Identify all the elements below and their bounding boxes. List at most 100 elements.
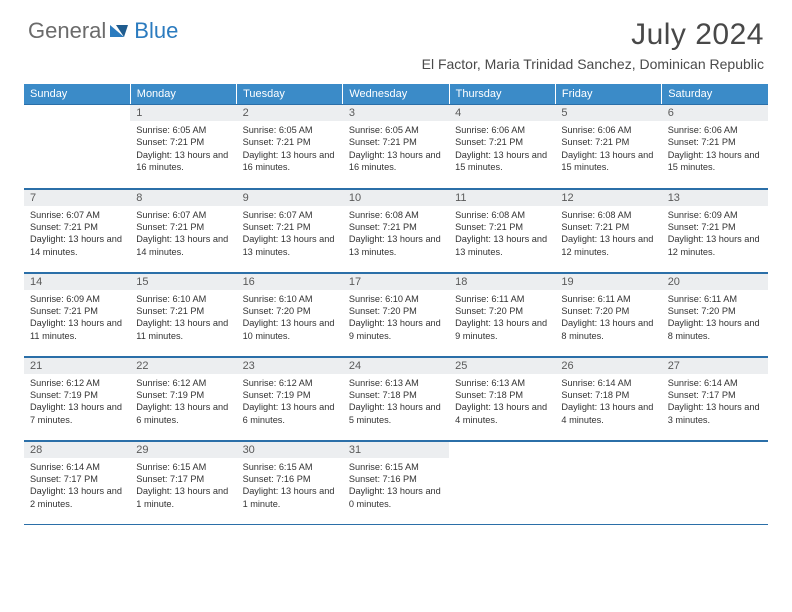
day-number: 12 xyxy=(555,189,661,206)
calendar-cell: 21Sunrise: 6:12 AMSunset: 7:19 PMDayligh… xyxy=(24,356,130,440)
sunset-text: Sunset: 7:21 PM xyxy=(30,305,124,317)
day-header: Monday xyxy=(130,84,236,104)
calendar-cell: 5Sunrise: 6:06 AMSunset: 7:21 PMDaylight… xyxy=(555,104,661,188)
sunrise-text: Sunrise: 6:05 AM xyxy=(243,124,337,136)
sunrise-text: Sunrise: 6:08 AM xyxy=(455,209,549,221)
empty-cell xyxy=(555,441,661,524)
day-content: Sunrise: 6:12 AMSunset: 7:19 PMDaylight:… xyxy=(130,374,236,431)
calendar-cell: 11Sunrise: 6:08 AMSunset: 7:21 PMDayligh… xyxy=(449,188,555,272)
sunrise-text: Sunrise: 6:15 AM xyxy=(349,461,443,473)
calendar-cell: 28Sunrise: 6:14 AMSunset: 7:17 PMDayligh… xyxy=(24,440,130,524)
day-content: Sunrise: 6:09 AMSunset: 7:21 PMDaylight:… xyxy=(662,206,768,263)
day-number: 20 xyxy=(662,273,768,290)
calendar-cell: 20Sunrise: 6:11 AMSunset: 7:20 PMDayligh… xyxy=(662,272,768,356)
day-content: Sunrise: 6:15 AMSunset: 7:16 PMDaylight:… xyxy=(343,458,449,515)
sunrise-text: Sunrise: 6:14 AM xyxy=(30,461,124,473)
calendar-cell: 27Sunrise: 6:14 AMSunset: 7:17 PMDayligh… xyxy=(662,356,768,440)
sunset-text: Sunset: 7:21 PM xyxy=(561,221,655,233)
calendar-week-row: 7Sunrise: 6:07 AMSunset: 7:21 PMDaylight… xyxy=(24,188,768,272)
calendar-week-row: 14Sunrise: 6:09 AMSunset: 7:21 PMDayligh… xyxy=(24,272,768,356)
empty-cell xyxy=(662,441,768,524)
sunrise-text: Sunrise: 6:12 AM xyxy=(30,377,124,389)
daylight-text: Daylight: 13 hours and 13 minutes. xyxy=(455,233,549,258)
calendar-cell: 30Sunrise: 6:15 AMSunset: 7:16 PMDayligh… xyxy=(237,440,343,524)
sunset-text: Sunset: 7:20 PM xyxy=(243,305,337,317)
day-content: Sunrise: 6:12 AMSunset: 7:19 PMDaylight:… xyxy=(24,374,130,431)
calendar-cell: 24Sunrise: 6:13 AMSunset: 7:18 PMDayligh… xyxy=(343,356,449,440)
day-header: Tuesday xyxy=(237,84,343,104)
sunset-text: Sunset: 7:21 PM xyxy=(455,136,549,148)
daylight-text: Daylight: 13 hours and 16 minutes. xyxy=(243,149,337,174)
page-title: July 2024 xyxy=(422,18,764,52)
day-number: 19 xyxy=(555,273,661,290)
sunrise-text: Sunrise: 6:13 AM xyxy=(349,377,443,389)
day-header: Sunday xyxy=(24,84,130,104)
day-content: Sunrise: 6:07 AMSunset: 7:21 PMDaylight:… xyxy=(24,206,130,263)
calendar-week-row: 28Sunrise: 6:14 AMSunset: 7:17 PMDayligh… xyxy=(24,440,768,524)
sunset-text: Sunset: 7:18 PM xyxy=(561,389,655,401)
calendar-header-row: SundayMondayTuesdayWednesdayThursdayFrid… xyxy=(24,84,768,104)
day-number: 3 xyxy=(343,104,449,121)
day-content: Sunrise: 6:05 AMSunset: 7:21 PMDaylight:… xyxy=(237,121,343,178)
day-content: Sunrise: 6:15 AMSunset: 7:16 PMDaylight:… xyxy=(237,458,343,515)
day-content: Sunrise: 6:10 AMSunset: 7:20 PMDaylight:… xyxy=(237,290,343,347)
calendar-cell: 22Sunrise: 6:12 AMSunset: 7:19 PMDayligh… xyxy=(130,356,236,440)
daylight-text: Daylight: 13 hours and 14 minutes. xyxy=(30,233,124,258)
day-header: Saturday xyxy=(662,84,768,104)
sunset-text: Sunset: 7:21 PM xyxy=(349,136,443,148)
day-header: Thursday xyxy=(449,84,555,104)
day-content: Sunrise: 6:08 AMSunset: 7:21 PMDaylight:… xyxy=(555,206,661,263)
day-number: 26 xyxy=(555,357,661,374)
daylight-text: Daylight: 13 hours and 11 minutes. xyxy=(30,317,124,342)
title-block: July 2024 El Factor, Maria Trinidad Sanc… xyxy=(422,18,764,72)
day-number: 17 xyxy=(343,273,449,290)
day-content: Sunrise: 6:11 AMSunset: 7:20 PMDaylight:… xyxy=(449,290,555,347)
day-content: Sunrise: 6:05 AMSunset: 7:21 PMDaylight:… xyxy=(130,121,236,178)
daylight-text: Daylight: 13 hours and 8 minutes. xyxy=(561,317,655,342)
daylight-text: Daylight: 13 hours and 15 minutes. xyxy=(668,149,762,174)
day-content: Sunrise: 6:14 AMSunset: 7:17 PMDaylight:… xyxy=(24,458,130,515)
day-content: Sunrise: 6:08 AMSunset: 7:21 PMDaylight:… xyxy=(343,206,449,263)
sunrise-text: Sunrise: 6:05 AM xyxy=(136,124,230,136)
calendar-cell: 12Sunrise: 6:08 AMSunset: 7:21 PMDayligh… xyxy=(555,188,661,272)
sunrise-text: Sunrise: 6:06 AM xyxy=(561,124,655,136)
calendar-cell: 26Sunrise: 6:14 AMSunset: 7:18 PMDayligh… xyxy=(555,356,661,440)
day-content: Sunrise: 6:14 AMSunset: 7:17 PMDaylight:… xyxy=(662,374,768,431)
sunrise-text: Sunrise: 6:14 AM xyxy=(561,377,655,389)
day-number: 7 xyxy=(24,189,130,206)
sunrise-text: Sunrise: 6:12 AM xyxy=(243,377,337,389)
sunset-text: Sunset: 7:16 PM xyxy=(243,473,337,485)
logo-text-blue: Blue xyxy=(134,18,178,44)
location-subtitle: El Factor, Maria Trinidad Sanchez, Domin… xyxy=(422,56,764,72)
empty-cell xyxy=(449,441,555,524)
calendar-cell: 31Sunrise: 6:15 AMSunset: 7:16 PMDayligh… xyxy=(343,440,449,524)
sunrise-text: Sunrise: 6:10 AM xyxy=(136,293,230,305)
day-number: 18 xyxy=(449,273,555,290)
daylight-text: Daylight: 13 hours and 6 minutes. xyxy=(243,401,337,426)
sunset-text: Sunset: 7:20 PM xyxy=(455,305,549,317)
sunrise-text: Sunrise: 6:10 AM xyxy=(243,293,337,305)
day-number: 24 xyxy=(343,357,449,374)
sunset-text: Sunset: 7:17 PM xyxy=(30,473,124,485)
sunset-text: Sunset: 7:21 PM xyxy=(243,221,337,233)
daylight-text: Daylight: 13 hours and 9 minutes. xyxy=(455,317,549,342)
sunset-text: Sunset: 7:17 PM xyxy=(668,389,762,401)
logo-text-general: General xyxy=(28,18,106,44)
calendar-cell: 23Sunrise: 6:12 AMSunset: 7:19 PMDayligh… xyxy=(237,356,343,440)
calendar-table: SundayMondayTuesdayWednesdayThursdayFrid… xyxy=(24,84,768,525)
sunset-text: Sunset: 7:19 PM xyxy=(243,389,337,401)
sunset-text: Sunset: 7:19 PM xyxy=(136,389,230,401)
daylight-text: Daylight: 13 hours and 14 minutes. xyxy=(136,233,230,258)
daylight-text: Daylight: 13 hours and 10 minutes. xyxy=(243,317,337,342)
calendar-week-row: 1Sunrise: 6:05 AMSunset: 7:21 PMDaylight… xyxy=(24,104,768,188)
day-content: Sunrise: 6:12 AMSunset: 7:19 PMDaylight:… xyxy=(237,374,343,431)
daylight-text: Daylight: 13 hours and 2 minutes. xyxy=(30,485,124,510)
sunrise-text: Sunrise: 6:06 AM xyxy=(455,124,549,136)
day-content: Sunrise: 6:14 AMSunset: 7:18 PMDaylight:… xyxy=(555,374,661,431)
daylight-text: Daylight: 13 hours and 16 minutes. xyxy=(136,149,230,174)
logo-mark-icon xyxy=(110,21,132,42)
day-content: Sunrise: 6:06 AMSunset: 7:21 PMDaylight:… xyxy=(449,121,555,178)
daylight-text: Daylight: 13 hours and 7 minutes. xyxy=(30,401,124,426)
daylight-text: Daylight: 13 hours and 13 minutes. xyxy=(243,233,337,258)
calendar-cell: 6Sunrise: 6:06 AMSunset: 7:21 PMDaylight… xyxy=(662,104,768,188)
